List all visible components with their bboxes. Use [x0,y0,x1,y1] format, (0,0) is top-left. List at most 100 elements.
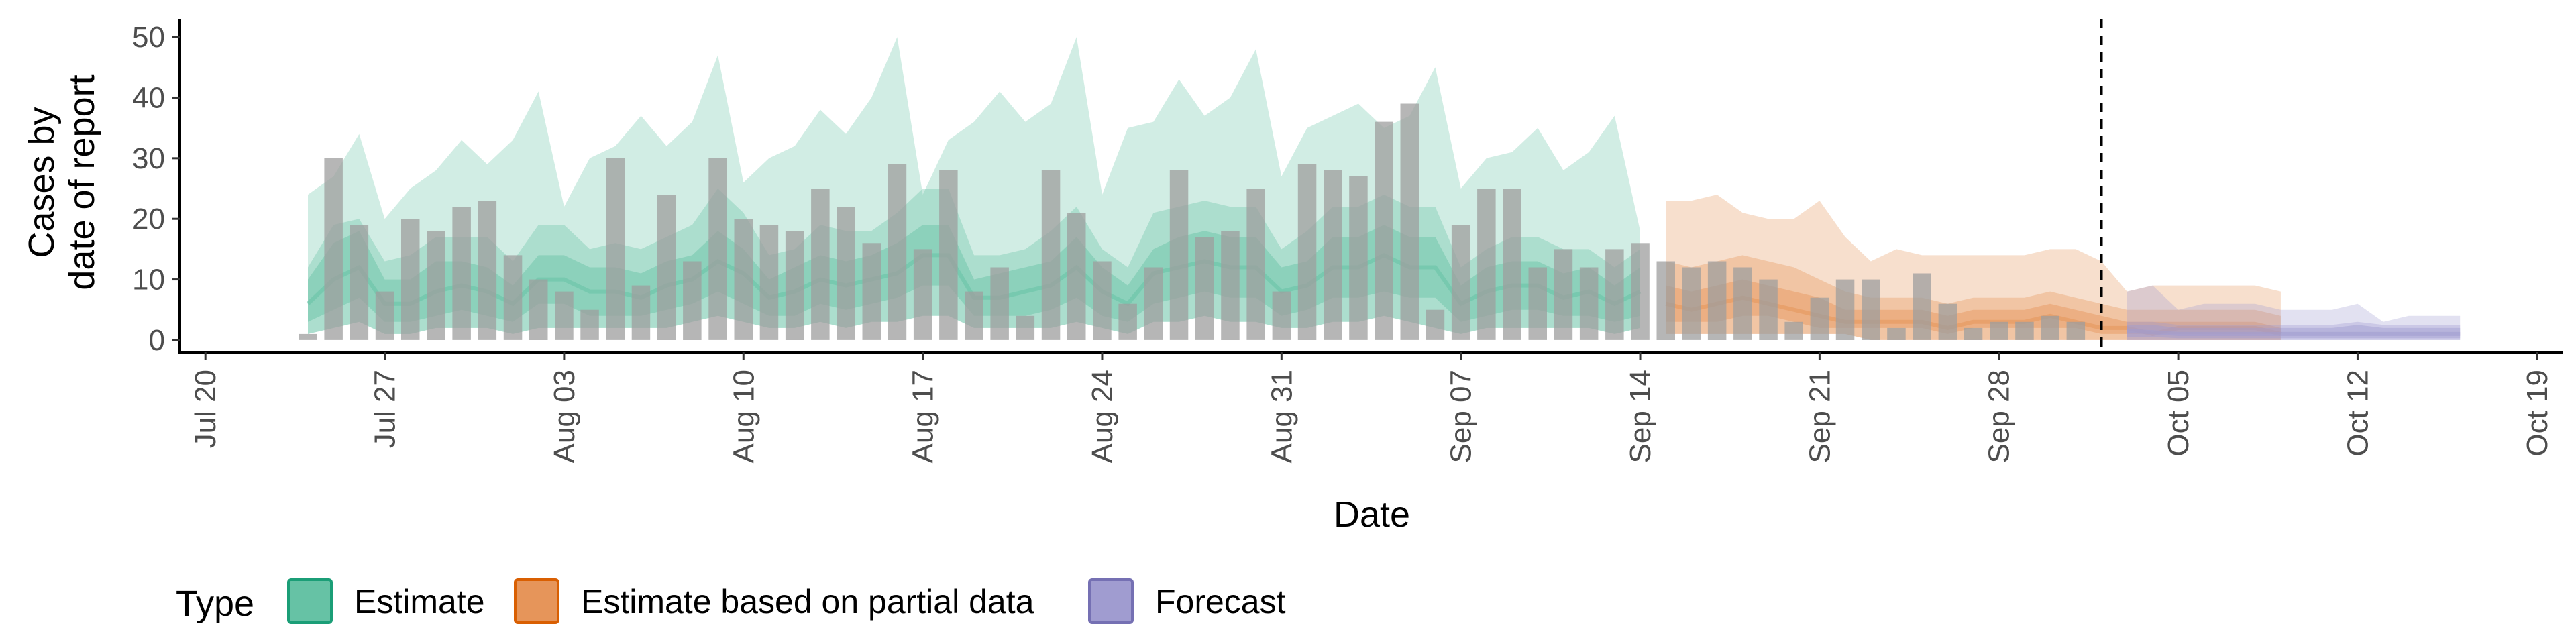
x-tick-label-7: Aug 31 [1265,370,1298,463]
bar-17 [708,158,727,340]
bar-22 [837,207,855,340]
bar-50 [1554,249,1573,340]
bar-58 [1759,279,1778,340]
axes-layer: 0 10 20 30 40 50 Jul 20 Jul 27 Aug 03 Aug 10 Aug 1… [132,19,2563,463]
bar-3 [350,225,369,340]
bar-12 [580,309,599,340]
bar-70 [2066,321,2086,340]
bar-2 [324,158,343,340]
bar-27 [965,291,983,340]
bar-46 [1451,225,1470,340]
bar-28 [990,267,1009,340]
bar-9 [503,255,523,340]
bar-44 [1400,103,1419,340]
y-tick-label-0: 0 [149,324,165,357]
bar-25 [913,249,932,340]
bar-6 [427,231,445,340]
x-axis-title: Date [1334,494,1410,535]
x-tick-label-9: Sep 14 [1624,370,1657,463]
x-tick-label-10: Sep 21 [1803,370,1836,463]
y-axis-title-line-1: Cases by [21,107,62,258]
bar-47 [1477,189,1496,340]
bar-66 [1964,327,1983,340]
bar-20 [785,231,804,340]
y-tick-label-10: 10 [132,264,165,297]
bar-63 [1887,327,1906,340]
bar-65 [1938,303,1957,340]
bar-68 [2015,321,2034,340]
bar-31 [1067,213,1086,340]
bar-69 [2041,315,2059,340]
bar-11 [555,291,574,340]
legend: Type Estimate Estimate based on partial … [176,578,1286,624]
bar-38 [1246,189,1265,340]
bar-51 [1579,267,1599,340]
x-tick-label-13: Oct 12 [2342,370,2375,457]
bar-41 [1324,170,1342,340]
bar-34 [1144,267,1163,340]
legend-label-estimate: Estimate [354,583,485,621]
bar-4 [375,291,394,340]
bar-49 [1528,267,1547,340]
bar-52 [1605,249,1624,340]
bars-layer [299,103,2086,340]
legend-title: Type [176,584,254,624]
bar-10 [529,279,548,340]
bar-36 [1195,237,1214,340]
bar-62 [1862,279,1880,340]
y-tick-label-30: 30 [132,142,165,175]
bar-42 [1349,176,1368,340]
y-tick-label-40: 40 [132,81,165,114]
bar-54 [1656,261,1675,340]
bar-67 [1990,321,2008,340]
x-tick-label-14: Oct 19 [2521,370,2554,457]
bar-56 [1707,261,1727,340]
legend-key-estimate [287,578,333,624]
legend-label-partial: Estimate based on partial data [581,583,1034,621]
bar-15 [657,195,676,340]
bar-35 [1169,170,1189,340]
bar-13 [606,158,625,340]
bar-60 [1810,297,1829,340]
bar-24 [888,164,907,340]
bar-21 [811,189,830,340]
bar-19 [759,225,779,340]
bar-26 [939,170,958,340]
bar-29 [1016,315,1035,340]
bar-39 [1272,291,1291,340]
bar-18 [734,219,753,340]
x-tick-label-5: Aug 17 [907,370,940,463]
x-tick-label-1: Jul 20 [189,370,222,448]
bar-61 [1835,279,1855,340]
x-tick-label-11: Sep 28 [1983,370,2016,463]
x-tick-label-12: Oct 05 [2162,370,2195,457]
bar-48 [1503,189,1521,340]
bar-30 [1041,170,1061,340]
bar-1 [299,333,317,340]
bar-59 [1784,321,1803,340]
y-tick-label-50: 50 [132,21,165,54]
bar-33 [1118,303,1137,340]
bar-40 [1297,164,1317,340]
legend-key-partial [514,578,559,624]
y-tick-label-20: 20 [132,203,165,235]
legend-label-forecast: Forecast [1155,583,1286,621]
legend-key-forecast [1088,578,1134,624]
y-axis-title-line-2: date of report [62,74,102,290]
bar-57 [1733,267,1752,340]
bar-53 [1631,243,1650,340]
x-tick-label-4: Aug 10 [727,370,760,463]
bar-43 [1375,121,1393,340]
forecast-median-line [2127,329,2461,336]
bar-64 [1913,273,1931,340]
bar-7 [452,207,471,340]
x-tick-label-8: Sep 07 [1445,370,1478,463]
bar-32 [1093,261,1112,340]
x-tick-label-2: Jul 27 [369,370,402,448]
bar-14 [631,285,651,340]
bar-45 [1426,309,1445,340]
bar-23 [862,243,881,340]
forecast-band-90 [2127,285,2461,340]
bar-55 [1682,267,1701,340]
